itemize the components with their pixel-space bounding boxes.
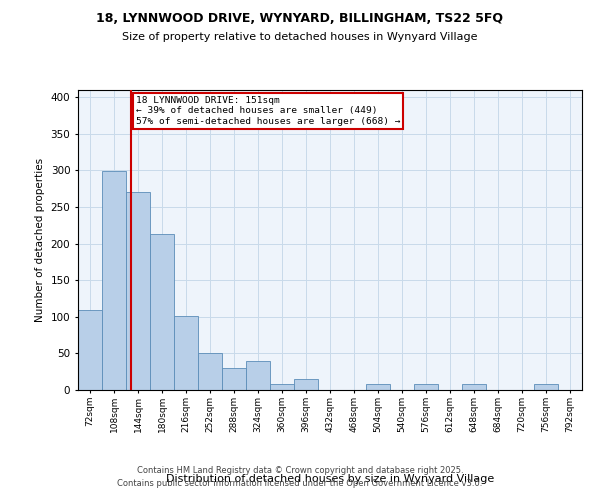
Bar — [246, 360, 270, 390]
Bar — [78, 310, 102, 390]
Bar — [534, 384, 558, 390]
Bar — [102, 171, 126, 390]
Bar — [198, 354, 222, 390]
Text: Contains HM Land Registry data © Crown copyright and database right 2025.
Contai: Contains HM Land Registry data © Crown c… — [118, 466, 482, 487]
Bar — [126, 192, 150, 390]
Bar — [222, 368, 246, 390]
Text: Size of property relative to detached houses in Wynyard Village: Size of property relative to detached ho… — [122, 32, 478, 42]
Bar — [270, 384, 294, 390]
Text: 18 LYNNWOOD DRIVE: 151sqm
← 39% of detached houses are smaller (449)
57% of semi: 18 LYNNWOOD DRIVE: 151sqm ← 39% of detac… — [136, 96, 400, 126]
Bar — [414, 384, 438, 390]
Bar — [462, 384, 486, 390]
Bar — [174, 316, 198, 390]
Bar — [150, 234, 174, 390]
Y-axis label: Number of detached properties: Number of detached properties — [35, 158, 45, 322]
Text: 18, LYNNWOOD DRIVE, WYNYARD, BILLINGHAM, TS22 5FQ: 18, LYNNWOOD DRIVE, WYNYARD, BILLINGHAM,… — [97, 12, 503, 26]
Bar — [294, 379, 318, 390]
Bar — [366, 384, 390, 390]
X-axis label: Distribution of detached houses by size in Wynyard Village: Distribution of detached houses by size … — [166, 474, 494, 484]
